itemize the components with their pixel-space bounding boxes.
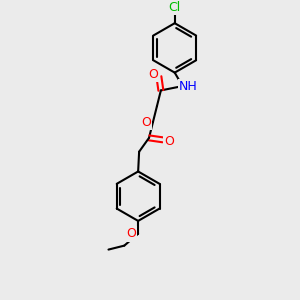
Text: O: O	[148, 68, 158, 81]
Text: O: O	[126, 227, 136, 240]
Text: Cl: Cl	[169, 1, 181, 14]
Text: O: O	[141, 116, 151, 129]
Text: O: O	[164, 135, 174, 148]
Text: NH: NH	[179, 80, 198, 93]
